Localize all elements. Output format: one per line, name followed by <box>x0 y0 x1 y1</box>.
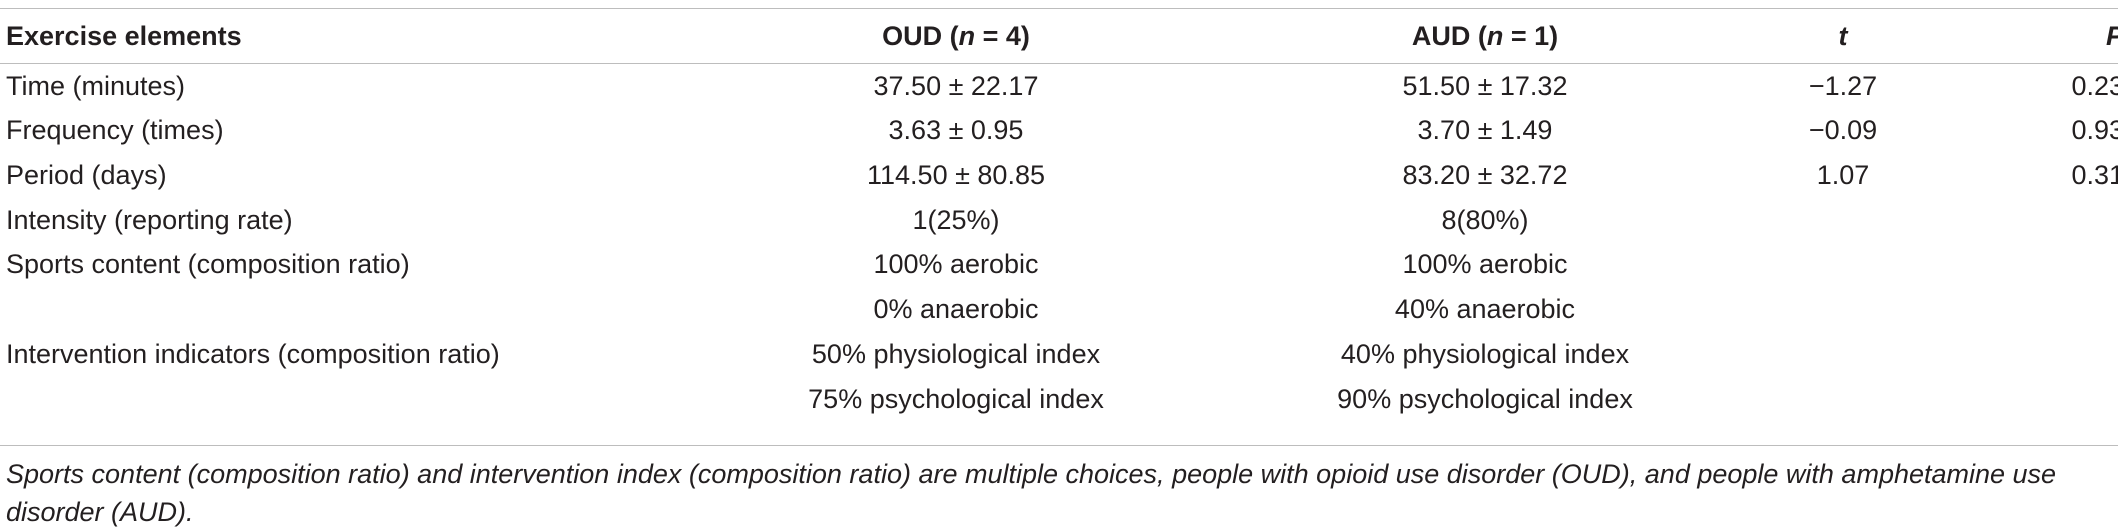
cell-p <box>1982 287 2118 332</box>
cell-element <box>0 377 646 422</box>
table-header-row: Exercise elements OUD (n = 4) AUD (n = 1… <box>0 9 2118 63</box>
header-aud-suffix: = 1) <box>1503 20 1559 51</box>
header-oud: OUD (n = 4) <box>646 9 1266 63</box>
cell-oud: 100% aerobic <box>873 249 1039 280</box>
header-t-label: t <box>1838 20 1848 51</box>
cell-oud: 75% psychological index <box>808 384 1104 415</box>
cell-aud: 51.50 ± 17.32 <box>1402 70 1568 101</box>
cell-p <box>1982 377 2118 422</box>
cell-aud: 83.20 ± 32.72 <box>1402 159 1568 190</box>
cell-t: −1.27 <box>1808 70 1878 101</box>
cell-t <box>1704 243 1982 288</box>
cell-oud: 1(25%) <box>912 204 1000 235</box>
cell-aud: 40% anaerobic <box>1394 294 1576 325</box>
header-oud-n: n <box>958 20 976 51</box>
cell-oud: 3.63 ± 0.95 <box>888 114 1024 145</box>
header-p-label: P <box>2106 21 2118 51</box>
cell-p <box>1982 198 2118 243</box>
cell-oud: 114.50 ± 80.85 <box>867 159 1045 190</box>
header-exercise-elements: Exercise elements <box>6 20 242 51</box>
table-row: Intensity (reporting rate) 1(25%) 8(80%) <box>0 198 2118 243</box>
exercise-elements-table: Exercise elements OUD (n = 4) AUD (n = 1… <box>0 9 2118 422</box>
table-row: Intervention indicators (composition rat… <box>0 332 2118 377</box>
cell-element: Intervention indicators (composition rat… <box>6 339 500 370</box>
cell-p: 0.31 <box>2071 159 2118 190</box>
header-oud-prefix: OUD ( <box>882 20 959 51</box>
cell-t <box>1704 198 1982 243</box>
header-aud-n: n <box>1486 20 1504 51</box>
header-t: t <box>1704 9 1982 63</box>
cell-t: −0.09 <box>1808 114 1878 145</box>
table-row: 0% anaerobic 40% anaerobic <box>0 287 2118 332</box>
cell-element: Period (days) <box>6 159 167 190</box>
cell-element: Sports content (composition ratio) <box>6 249 410 280</box>
cell-aud: 40% physiological index <box>1340 339 1630 370</box>
cell-element <box>0 287 646 332</box>
cell-element: Intensity (reporting rate) <box>6 204 293 235</box>
table-top-rule <box>0 8 2118 9</box>
header-p: P <box>1982 9 2118 63</box>
header-oud-suffix: = 4) <box>975 20 1030 51</box>
cell-t <box>1704 377 1982 422</box>
table-bottom-rule <box>0 445 2118 446</box>
table-row: 75% psychological index 90% psychologica… <box>0 377 2118 422</box>
cell-aud: 3.70 ± 1.49 <box>1417 114 1553 145</box>
header-aud: AUD (n = 1) <box>1266 9 1704 63</box>
table-row: Time (minutes) 37.50 ± 22.17 51.50 ± 17.… <box>0 63 2118 108</box>
cell-p <box>1982 332 2118 377</box>
cell-aud: 8(80%) <box>1441 204 1529 235</box>
header-aud-prefix: AUD ( <box>1411 20 1487 51</box>
cell-oud: 37.50 ± 22.17 <box>873 70 1039 101</box>
table-header-rule <box>0 63 2118 64</box>
table-footnote: Sports content (composition ratio) and i… <box>6 459 2057 527</box>
table-row: Period (days) 114.50 ± 80.85 83.20 ± 32.… <box>0 153 2118 198</box>
cell-aud: 90% psychological index <box>1337 384 1633 415</box>
cell-t <box>1704 332 1982 377</box>
cell-element: Frequency (times) <box>6 114 224 145</box>
cell-p <box>1982 243 2118 288</box>
cell-oud: 50% physiological index <box>811 339 1101 370</box>
cell-t <box>1704 287 1982 332</box>
cell-element: Time (minutes) <box>6 70 186 101</box>
cell-p: 0.93 <box>2071 114 2118 145</box>
table-row: Frequency (times) 3.63 ± 0.95 3.70 ± 1.4… <box>0 108 2118 153</box>
table-row: Sports content (composition ratio) 100% … <box>0 243 2118 288</box>
cell-t: 1.07 <box>1816 159 1870 190</box>
cell-oud: 0% anaerobic <box>873 294 1039 325</box>
cell-aud: 100% aerobic <box>1402 249 1568 280</box>
cell-p: 0.23 <box>2071 70 2118 101</box>
